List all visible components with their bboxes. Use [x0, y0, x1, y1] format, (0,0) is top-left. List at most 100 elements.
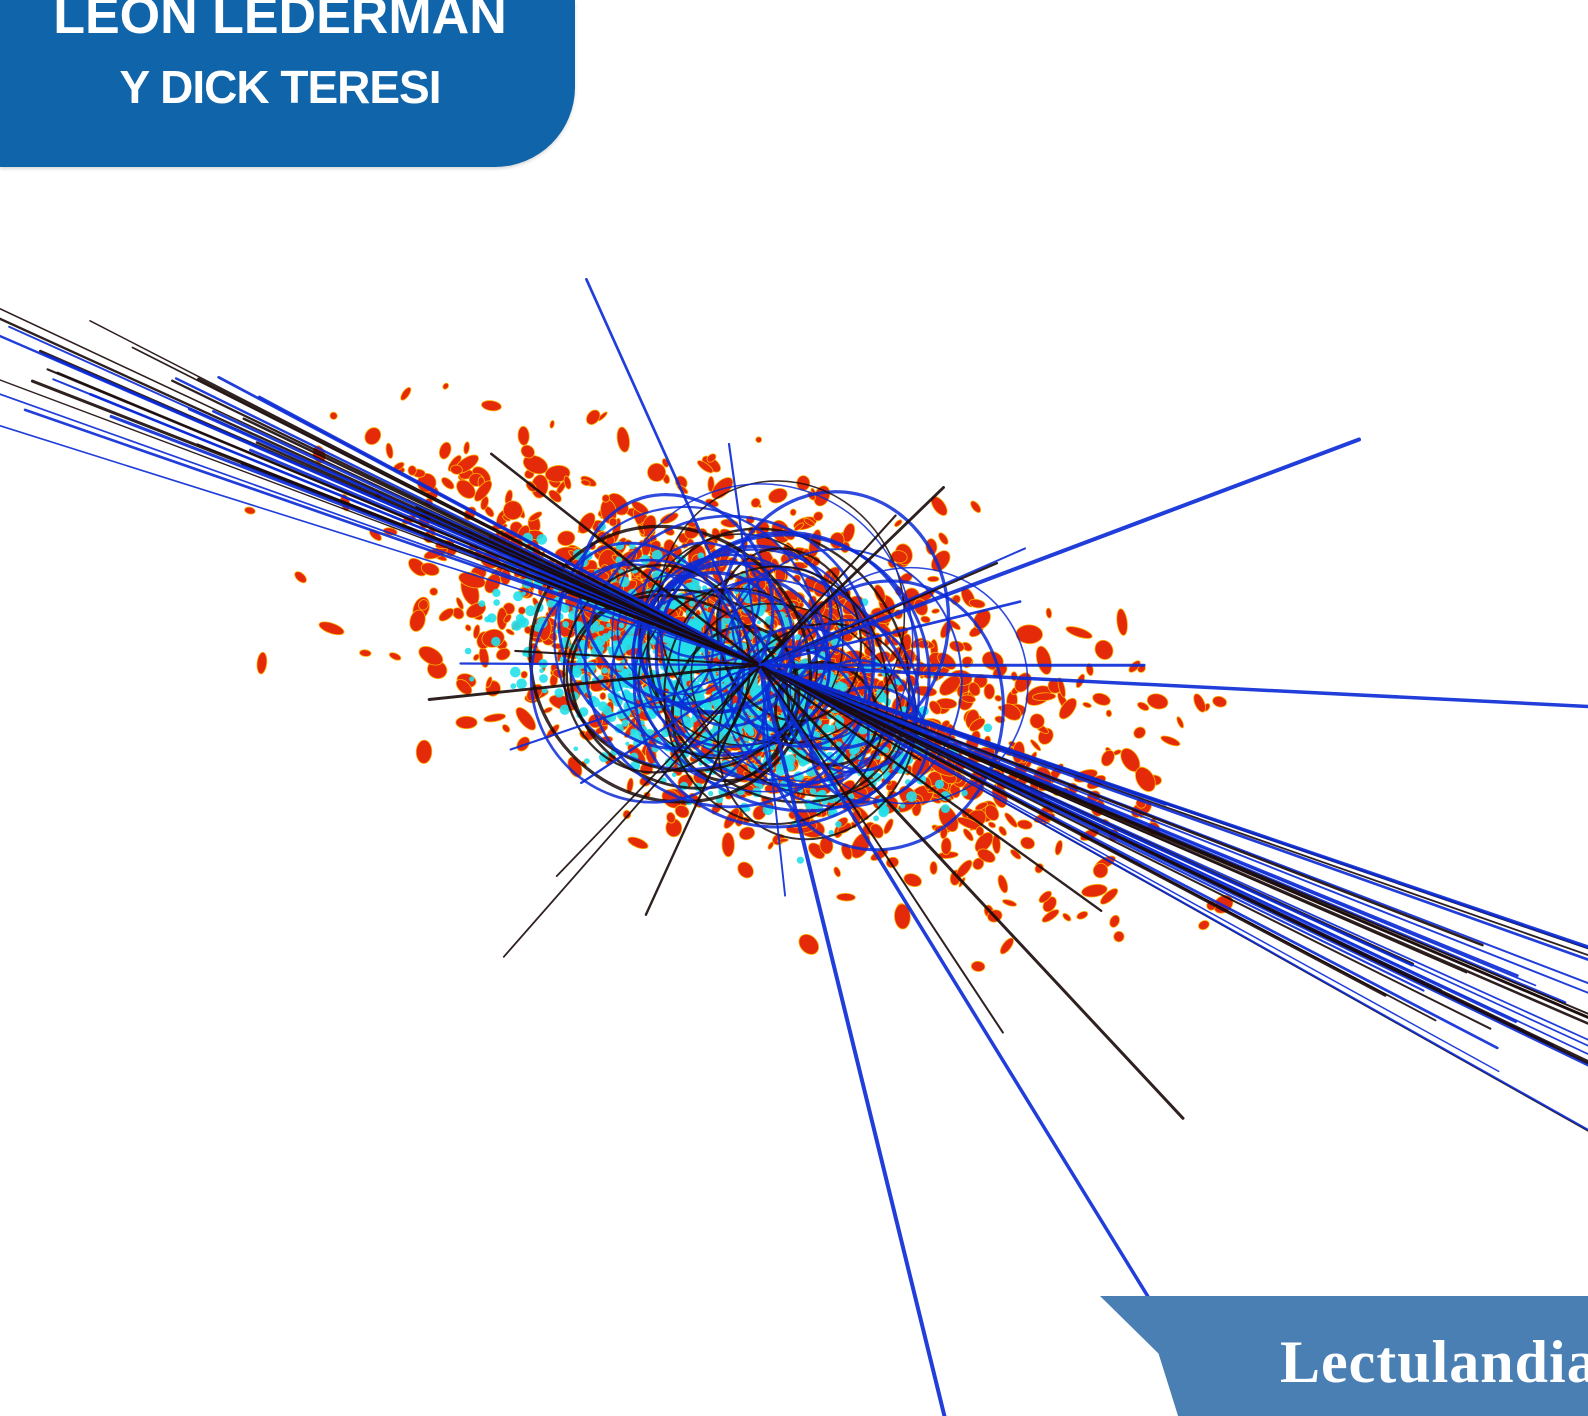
red-hit [1100, 888, 1119, 905]
cyan-hit [510, 683, 517, 689]
straight-track [514, 649, 762, 667]
red-hit [544, 465, 571, 483]
red-hit [755, 436, 763, 444]
red-hit [601, 494, 610, 503]
cyan-hit [900, 803, 906, 809]
red-hit [674, 804, 690, 819]
straight-track [759, 664, 1492, 1030]
red-hit [359, 649, 372, 657]
cyan-hit [756, 620, 762, 625]
red-hit [707, 476, 715, 493]
cyan-hit [690, 715, 698, 723]
cyan-hit [478, 600, 486, 607]
red-hit [415, 739, 433, 764]
red-hit [548, 489, 562, 503]
curling-track [646, 527, 911, 804]
red-hit [1035, 645, 1052, 675]
straight-track [468, 536, 761, 666]
cyan-hit [599, 646, 605, 652]
cyan-hit [805, 803, 813, 811]
cyan-hit [469, 676, 475, 682]
straight-track [52, 378, 761, 666]
curling-track [578, 493, 775, 705]
red-hit [977, 848, 996, 863]
cyan-hit [621, 719, 629, 727]
publisher-logo-text: Lectulandia [1280, 1329, 1588, 1395]
cyan-hit [684, 676, 690, 682]
red-hit [1176, 716, 1184, 729]
red-hit [984, 804, 1000, 821]
red-hit [983, 683, 996, 700]
cyan-hit [835, 821, 842, 828]
straight-track [758, 663, 1160, 1315]
red-hit [920, 615, 931, 624]
straight-track [758, 486, 945, 667]
straight-track [758, 663, 1103, 912]
red-hit [503, 613, 512, 624]
author-panel: LEON LEDERMAN Y DICK TERESI [0, 0, 575, 167]
cyan-hit [743, 723, 754, 734]
cyan-hit [606, 623, 611, 628]
red-hit [928, 700, 942, 715]
red-hit [517, 425, 530, 446]
red-hit [659, 512, 679, 525]
cyan-hit [464, 647, 472, 655]
cyan-hit [516, 678, 527, 690]
red-hit [1054, 839, 1063, 856]
red-hit [464, 624, 472, 632]
cyan-hit [559, 704, 570, 715]
red-hit [1002, 899, 1017, 907]
red-hit [1030, 739, 1042, 752]
straight-track [758, 437, 1361, 667]
cyan-hit [511, 620, 522, 631]
red-hit [721, 832, 735, 858]
red-hit [969, 717, 986, 732]
cyan-hit [873, 815, 879, 822]
red-hit [968, 598, 986, 609]
cyan-hit [484, 616, 491, 623]
red-hit [1038, 890, 1052, 904]
red-hit [1116, 608, 1128, 636]
red-hit [999, 937, 1014, 955]
straight-track [427, 663, 762, 701]
red-hit [931, 608, 940, 614]
red-hit [452, 607, 465, 620]
straight-track [0, 424, 761, 666]
red-hit [442, 382, 449, 390]
red-hit [1137, 701, 1150, 711]
straight-track [644, 663, 762, 916]
red-hit [1212, 695, 1227, 708]
coauthor-name: Y DICK TERESI [119, 61, 442, 113]
straight-track [174, 377, 762, 667]
cyan-hit [671, 772, 677, 778]
straight-track [509, 663, 762, 751]
red-hit [696, 460, 714, 474]
red-hit [1029, 713, 1045, 729]
cyan-hit [562, 621, 569, 628]
straight-track [758, 600, 1022, 667]
cyan-hit [601, 667, 608, 674]
straight-track [759, 664, 1588, 1015]
red-hit [517, 606, 526, 615]
cyan-hit [618, 576, 630, 588]
curling-track [557, 541, 746, 750]
red-hit [429, 587, 439, 596]
red-hit [599, 692, 607, 701]
red-hit [798, 933, 820, 955]
cyan-hit [961, 789, 968, 797]
straight-track [197, 377, 762, 667]
red-hit [580, 479, 591, 486]
cyan-hit [906, 791, 917, 802]
straight-particle-tracks [0, 277, 1588, 1416]
red-hit [737, 861, 754, 879]
red-hit [940, 837, 952, 856]
cyan-hit [539, 668, 544, 674]
red-hit [627, 836, 649, 850]
straight-track [758, 514, 897, 667]
straight-track [580, 663, 762, 785]
red-hit [1100, 749, 1115, 767]
cyan-hit [687, 642, 692, 648]
straight-track [758, 663, 1588, 1064]
cyan-hit [560, 603, 570, 614]
